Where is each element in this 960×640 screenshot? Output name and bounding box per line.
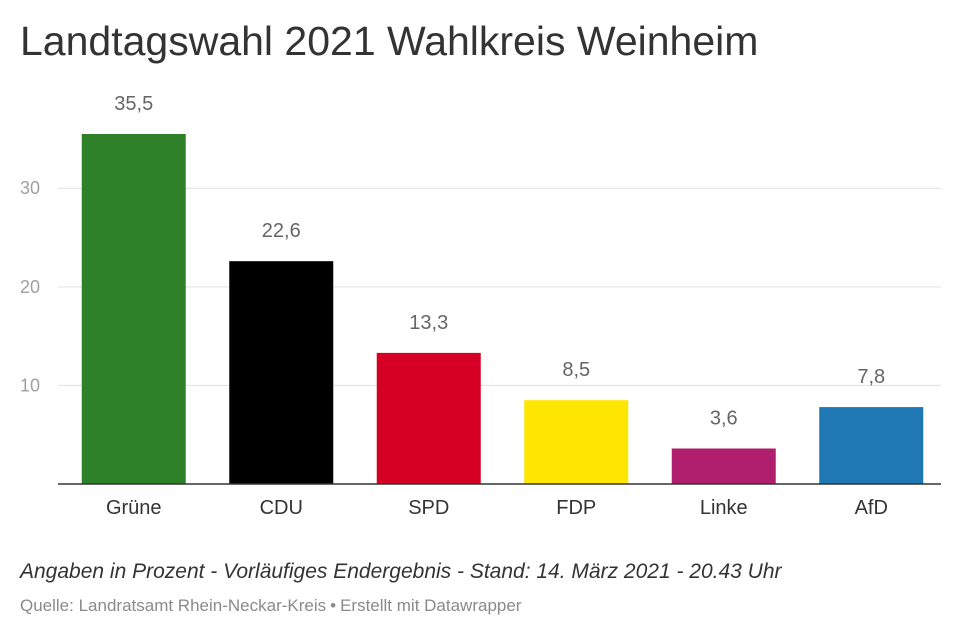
chart-notes: Angaben in Prozent - Vorläufiges Enderge… [20, 560, 782, 583]
bar-1 [229, 261, 334, 484]
value-label-2: 13,3 [409, 312, 448, 334]
x-tick-label-1: CDU [260, 497, 303, 519]
value-labels: 35,5 22,6 13,3 8,5 3,6 7,8 [114, 93, 885, 430]
x-tick-label-5: AfD [855, 497, 888, 519]
x-tick-label-2: SPD [408, 497, 449, 519]
gridlines: 10 20 30 [20, 178, 941, 395]
bar-3 [524, 400, 629, 484]
value-label-1: 22,6 [262, 220, 301, 242]
x-axis-labels: Grüne CDU SPD FDP Linke AfD [106, 497, 888, 519]
source-separator: • [330, 596, 337, 615]
value-label-3: 8,5 [562, 359, 590, 381]
bar-5 [819, 407, 924, 484]
x-tick-label-0: Grüne [106, 497, 162, 519]
value-label-0: 35,5 [114, 93, 153, 115]
x-tick-label-3: FDP [556, 497, 596, 519]
source-text: Quelle: Landratsamt Rhein-Neckar-Kreis [20, 596, 327, 615]
x-tick-label-4: Linke [700, 497, 748, 519]
bar-2 [376, 352, 481, 484]
bar-4 [671, 448, 776, 484]
chart-title: Landtagswahl 2021 Wahlkreis Weinheim [20, 18, 759, 64]
value-label-5: 7,8 [857, 366, 885, 388]
value-label-4: 3,6 [710, 408, 738, 430]
bar-0 [81, 134, 186, 484]
chart-source: Quelle: Landratsamt Rhein-Neckar-Kreis • E… [20, 596, 521, 616]
y-tick-label-20: 20 [20, 277, 40, 297]
y-tick-label-30: 30 [20, 178, 40, 198]
y-tick-label-10: 10 [20, 375, 40, 395]
bars [81, 134, 924, 484]
source-credit: Erstellt mit Datawrapper [340, 596, 522, 615]
